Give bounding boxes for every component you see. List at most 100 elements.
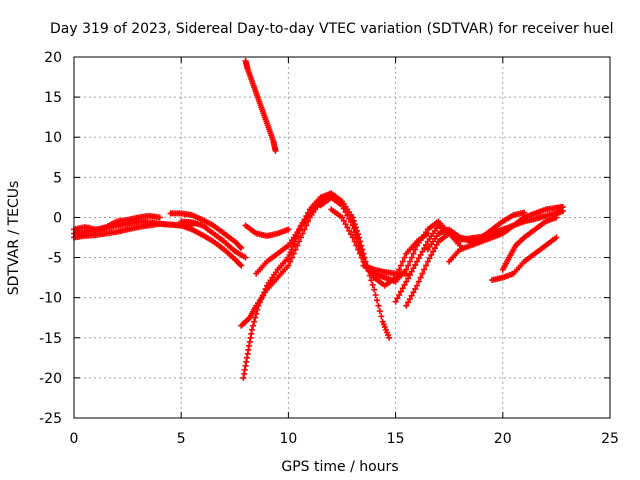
- data-point: [350, 225, 357, 232]
- data-point: [559, 204, 566, 211]
- data-point: [430, 248, 437, 255]
- series-track-f: [178, 222, 245, 269]
- data-point: [296, 238, 303, 245]
- data-point: [405, 275, 412, 282]
- data-point: [412, 261, 419, 268]
- data-point: [369, 281, 376, 288]
- grid-lines: [73, 56, 611, 419]
- data-point: [399, 258, 406, 265]
- data-point: [344, 224, 351, 231]
- data-point: [396, 291, 403, 298]
- y-tick-label: -15: [39, 331, 62, 347]
- data-point: [251, 318, 258, 325]
- data-point: [296, 226, 303, 233]
- data-point: [433, 241, 440, 248]
- data-point: [305, 209, 312, 216]
- data-point: [410, 289, 417, 296]
- data-point: [347, 219, 354, 226]
- data-point: [339, 202, 345, 209]
- data-point: [297, 223, 304, 230]
- data-points: [71, 58, 566, 381]
- data-point: [397, 262, 404, 269]
- data-point: [272, 147, 279, 154]
- data-point: [347, 231, 354, 238]
- data-point: [408, 292, 415, 299]
- plot-frame: [73, 56, 611, 419]
- data-point: [297, 234, 304, 241]
- y-tick-label: -25: [39, 411, 62, 427]
- data-point: [340, 217, 347, 224]
- data-point: [408, 254, 415, 261]
- x-tick-label: 10: [279, 431, 297, 447]
- data-point: [412, 285, 419, 292]
- y-tick-label: 20: [44, 50, 62, 66]
- data-point: [237, 243, 244, 250]
- series-track-i: [240, 194, 343, 381]
- data-point: [342, 221, 349, 228]
- data-point: [252, 314, 259, 321]
- data-point: [415, 255, 422, 262]
- data-point: [406, 296, 413, 303]
- y-tick-label: -5: [48, 251, 62, 267]
- data-point: [394, 295, 401, 302]
- y-tick-label: 5: [53, 170, 62, 186]
- data-point: [351, 229, 358, 236]
- data-point: [301, 226, 308, 233]
- data-point: [375, 302, 382, 309]
- data-point: [401, 254, 408, 261]
- data-point: [426, 255, 433, 262]
- chart-title: Day 319 of 2023, Sidereal Day-to-day VTE…: [50, 21, 613, 37]
- data-point: [403, 302, 410, 309]
- data-point: [417, 251, 424, 258]
- data-point: [431, 245, 438, 252]
- data-point: [428, 251, 435, 258]
- data-point: [250, 322, 257, 329]
- data-point: [356, 250, 363, 257]
- data-point: [419, 270, 426, 277]
- series-track-d: [167, 210, 245, 251]
- data-point: [399, 285, 406, 292]
- data-point: [397, 288, 404, 295]
- x-tick-label: 15: [387, 431, 405, 447]
- data-point: [378, 313, 385, 320]
- data-point: [349, 234, 356, 241]
- data-point: [376, 308, 383, 315]
- data-point: [414, 282, 421, 289]
- y-tick-label: -20: [39, 371, 62, 387]
- series-track-t: [499, 214, 560, 273]
- data-point: [371, 286, 378, 293]
- data-point: [339, 214, 345, 221]
- x-tick-label: 20: [494, 431, 512, 447]
- data-point: [238, 262, 245, 269]
- data-point: [352, 232, 359, 239]
- data-point: [237, 261, 244, 268]
- data-point: [421, 245, 428, 252]
- data-point: [372, 291, 379, 298]
- data-point: [292, 246, 299, 253]
- data-point: [285, 262, 292, 269]
- data-point: [156, 214, 163, 221]
- series-track-g: [242, 58, 279, 154]
- y-axis-label: SDTVAR / TECUs: [6, 181, 22, 296]
- series-track-l: [317, 194, 431, 289]
- data-point: [349, 222, 356, 229]
- data-point: [353, 242, 360, 249]
- series-track-m: [328, 206, 463, 285]
- data-point: [288, 254, 295, 261]
- data-point: [303, 222, 310, 229]
- data-point: [405, 299, 412, 306]
- data-point: [342, 209, 349, 216]
- x-tick-label: 0: [70, 431, 79, 447]
- series-track-e: [178, 218, 249, 261]
- data-point: [406, 271, 413, 278]
- data-point: [248, 326, 255, 333]
- data-point: [408, 268, 415, 275]
- x-axis-label: GPS time / hours: [281, 459, 398, 475]
- data-point: [410, 250, 417, 257]
- data-point: [346, 227, 353, 234]
- data-point: [403, 270, 410, 277]
- data-point: [305, 218, 312, 225]
- data-point: [414, 258, 421, 265]
- y-tick-label: -10: [39, 291, 62, 307]
